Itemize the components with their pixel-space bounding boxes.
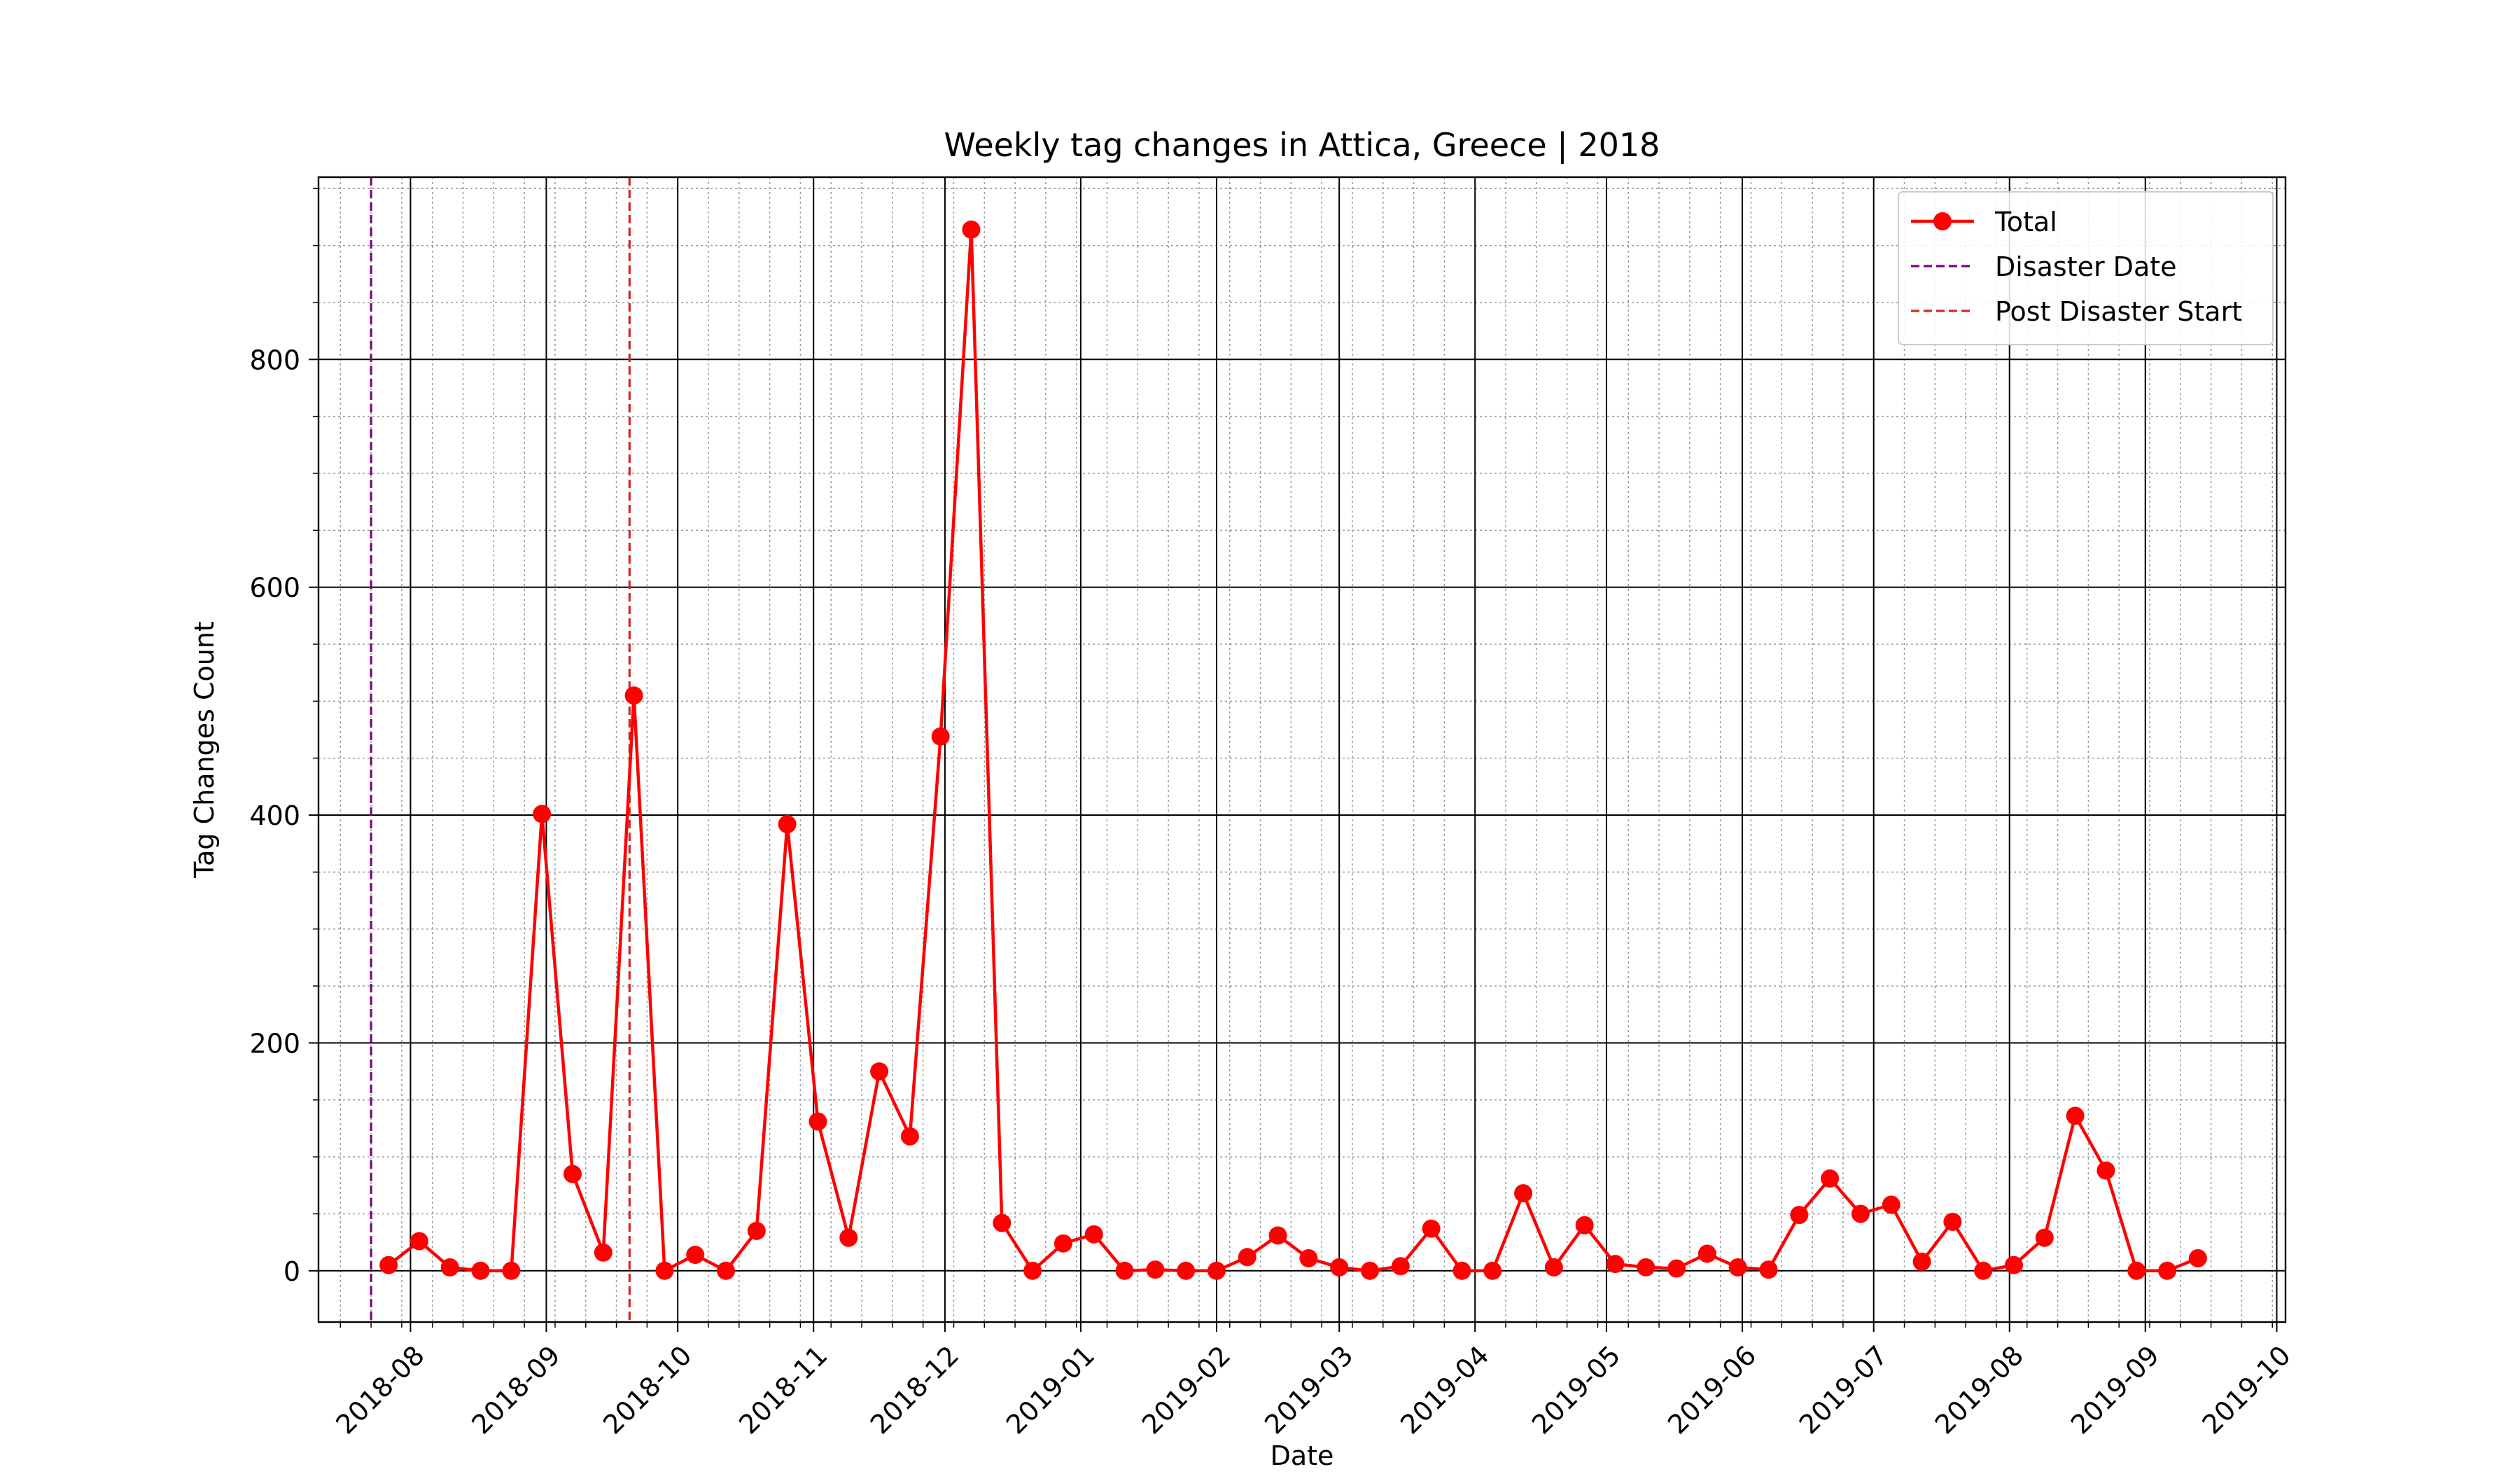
data-point (900, 1127, 919, 1146)
y-tick-label: 800 (249, 345, 300, 375)
data-point (1299, 1249, 1318, 1267)
legend-marker (1933, 212, 1952, 230)
data-point (1851, 1204, 1870, 1223)
data-point (563, 1164, 582, 1183)
data-point (1330, 1258, 1349, 1277)
legend: Total Disaster Date Post Disaster Start (1898, 191, 2274, 345)
legend-box (1898, 191, 2274, 345)
data-point (1268, 1226, 1287, 1245)
data-point (410, 1232, 428, 1251)
legend-entries: Total Disaster Date Post Disaster Start (1911, 207, 2242, 327)
data-point (747, 1221, 766, 1240)
data-point (594, 1243, 612, 1262)
data-point (1422, 1219, 1441, 1238)
data-point (1606, 1255, 1625, 1274)
plot-frame (317, 176, 2287, 1323)
data-point (1084, 1225, 1103, 1244)
data-point (1146, 1260, 1165, 1279)
data-point (1667, 1259, 1686, 1278)
data-point (1361, 1261, 1380, 1280)
data-point (2158, 1261, 2177, 1280)
data-point (993, 1214, 1011, 1232)
y-tick-label: 200 (249, 1028, 300, 1059)
data-point (1177, 1261, 1196, 1280)
data-point (1698, 1244, 1716, 1263)
legend-label: Post Disaster Start (1995, 296, 2242, 327)
data-point (931, 727, 950, 746)
data-point (1207, 1261, 1226, 1280)
y-tick-label: 400 (249, 800, 300, 831)
data-point (1759, 1260, 1778, 1279)
series-layer (379, 220, 2207, 1280)
data-point (686, 1246, 705, 1265)
data-point (1023, 1261, 1042, 1280)
data-point (1821, 1169, 1840, 1188)
data-point (778, 815, 797, 834)
legend-label: Total (1994, 207, 2057, 237)
data-point (1882, 1195, 1900, 1214)
data-point (1452, 1261, 1471, 1280)
data-point (1054, 1234, 1072, 1253)
data-point (1637, 1258, 1656, 1277)
legend-label: Disaster Date (1995, 251, 2177, 282)
data-point (808, 1112, 827, 1131)
chart-title: Weekly tag changes in Attica, Greece | 2… (944, 126, 1660, 165)
data-point (1483, 1261, 1502, 1280)
data-point (2035, 1228, 2054, 1247)
data-point (655, 1261, 674, 1280)
data-point (1575, 1216, 1594, 1235)
data-point (2004, 1256, 2023, 1274)
data-point (1974, 1261, 1993, 1280)
y-tick-label: 600 (249, 573, 300, 604)
data-point (2127, 1261, 2146, 1280)
data-point (2188, 1249, 2207, 1267)
data-point (379, 1256, 398, 1274)
data-point (440, 1258, 459, 1277)
x-axis-label: Date (1270, 1440, 1334, 1470)
data-point (1514, 1184, 1533, 1203)
data-point (533, 805, 552, 823)
axis-ticks (309, 188, 2278, 1332)
data-point (1912, 1252, 1931, 1271)
y-tick-label: 0 (284, 1256, 300, 1287)
data-point (962, 220, 981, 239)
data-point (2066, 1106, 2085, 1125)
data-point (1544, 1258, 1563, 1277)
data-point (839, 1228, 858, 1247)
data-point (1238, 1248, 1256, 1267)
data-point (2096, 1161, 2115, 1180)
major-grid (318, 177, 2286, 1322)
data-point (870, 1062, 889, 1081)
data-point (624, 686, 643, 705)
data-point (471, 1261, 490, 1280)
data-point (717, 1261, 736, 1280)
data-point (1790, 1206, 1809, 1225)
data-point (1943, 1212, 1962, 1231)
data-point (1391, 1257, 1410, 1276)
y-axis-label: Tag Changes Count (189, 621, 220, 879)
data-point (502, 1261, 521, 1280)
data-point (1115, 1261, 1134, 1280)
data-point (1728, 1258, 1747, 1277)
